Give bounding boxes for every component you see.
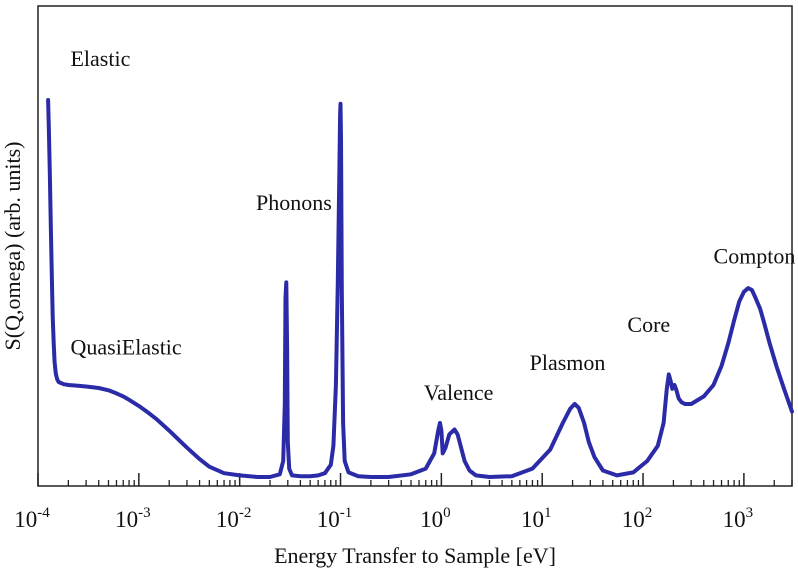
annotation-quasielastic: QuasiElastic xyxy=(70,335,181,360)
x-tick-label: 101 xyxy=(521,505,552,532)
annotation-core: Core xyxy=(627,312,670,337)
y-axis-title: S(Q,omega) (arb. units) xyxy=(0,142,25,351)
plot-frame xyxy=(37,5,793,487)
x-axis-title: Energy Transfer to Sample [eV] xyxy=(274,543,556,568)
annotation-valence: Valence xyxy=(424,380,494,405)
x-ticks: 10-4 10-3 10-2 10-1 100 101 102 103 xyxy=(14,473,793,532)
x-tick-label: 102 xyxy=(622,505,653,532)
x-tick-label: 10-1 xyxy=(317,505,353,532)
annotations: Elastic QuasiElastic Phonons Valence Plasmon… xyxy=(70,46,795,405)
series-line xyxy=(46,98,794,479)
annotation-phonons: Phonons xyxy=(256,190,332,215)
x-tick-label: 10-2 xyxy=(216,505,251,532)
annotation-plasmon: Plasmon xyxy=(530,350,606,375)
annotation-compton: Compton xyxy=(714,243,796,268)
x-tick-label: 103 xyxy=(723,505,754,532)
x-tick-label: 10-4 xyxy=(14,505,50,532)
x-tick-label: 100 xyxy=(420,505,451,532)
x-tick-label: 10-3 xyxy=(115,505,151,532)
annotation-elastic: Elastic xyxy=(70,46,130,71)
